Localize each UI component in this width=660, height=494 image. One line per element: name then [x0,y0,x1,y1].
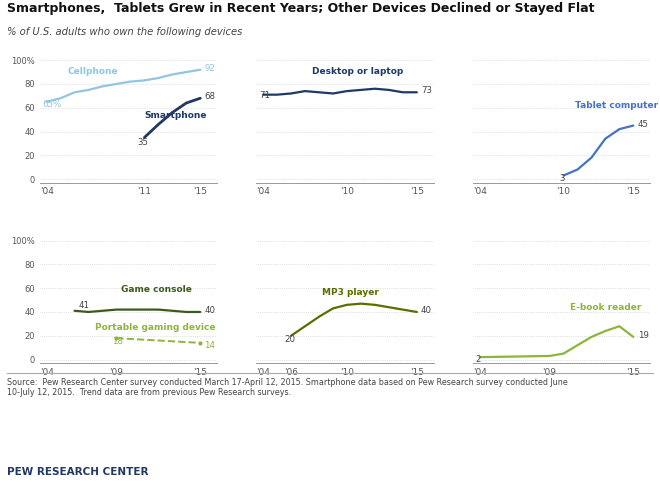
Text: PEW RESEARCH CENTER: PEW RESEARCH CENTER [7,467,148,477]
Text: 71: 71 [259,91,270,100]
Text: Tablet computer: Tablet computer [575,101,658,110]
Text: 40: 40 [205,306,216,315]
Text: 73: 73 [421,86,432,95]
Text: 14: 14 [205,341,216,350]
Text: 65%: 65% [42,100,61,109]
Text: % of U.S. adults who own the following devices: % of U.S. adults who own the following d… [7,27,242,37]
Text: 20: 20 [284,335,295,344]
Text: Smartphone: Smartphone [145,112,207,121]
Text: 2: 2 [475,355,481,364]
Text: Desktop or laptop: Desktop or laptop [312,68,403,77]
Text: Portable gaming device: Portable gaming device [96,323,216,332]
Text: 3: 3 [559,174,565,183]
Text: E-book reader: E-book reader [570,303,642,312]
Text: Cellphone: Cellphone [67,68,118,77]
Text: 41: 41 [79,301,90,310]
Text: 92: 92 [205,64,215,73]
Text: 45: 45 [638,120,649,129]
Text: 68: 68 [205,92,216,101]
Text: 40: 40 [421,306,432,315]
Text: Smartphones,  Tablets Grew in Recent Years; Other Devices Declined or Stayed Fla: Smartphones, Tablets Grew in Recent Year… [7,2,594,15]
Text: 18: 18 [112,337,123,346]
Text: 35: 35 [137,138,148,147]
Text: MP3 player: MP3 player [322,288,379,297]
Text: Game console: Game console [121,285,191,294]
Text: Source:  Pew Research Center survey conducted March 17-April 12, 2015. Smartphon: Source: Pew Research Center survey condu… [7,378,568,397]
Text: 19: 19 [638,331,648,340]
